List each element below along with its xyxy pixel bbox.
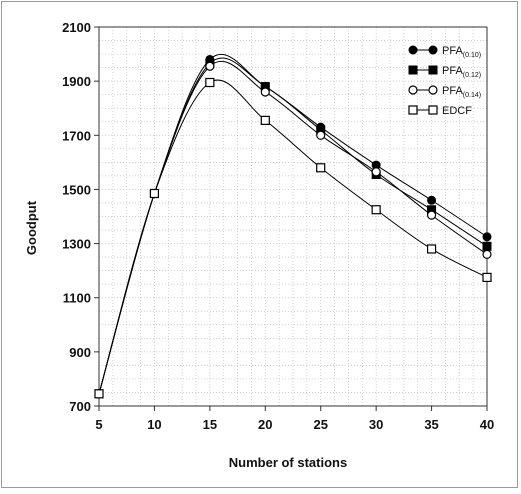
- legend-item-4: EDCF: [408, 105, 472, 117]
- legend-subscript: (0.14): [463, 92, 481, 99]
- legend-item-3: PFA(0.14): [408, 85, 481, 99]
- x-axis-label: Number of stations: [229, 455, 347, 470]
- data-point: [482, 249, 492, 259]
- legend-label: PFA(0.10): [442, 45, 481, 59]
- legend-subscript: (0.12): [463, 72, 481, 79]
- axes: 700 900 1100 1300 1500 1700 1900 2100 5 10 15 20 25 3…: [62, 20, 494, 432]
- y-axis-label: Goodput: [24, 200, 39, 255]
- x-tick-label: 15: [203, 417, 217, 432]
- data-point: [482, 241, 492, 251]
- legend-marker: [408, 65, 418, 75]
- data-point: [482, 272, 492, 283]
- x-tick-label: 5: [95, 417, 102, 432]
- plot-area-border: [98, 26, 488, 407]
- y-tick-label: 700: [69, 399, 91, 414]
- x-tick-label: 35: [424, 417, 438, 432]
- series-layer: [94, 53, 492, 399]
- legend-label: EDCF: [442, 105, 472, 117]
- data-point: [371, 205, 381, 215]
- legend-marker: [408, 85, 418, 95]
- data-point: [316, 130, 326, 140]
- data-point: [482, 232, 492, 242]
- y-tick-label: 2100: [62, 20, 91, 35]
- x-tick-label: 30: [369, 417, 383, 432]
- y-tick-label: 1900: [62, 74, 91, 89]
- data-point: [205, 61, 215, 71]
- chart-frame: 700 900 1100 1300 1500 1700 1900 2100 5 10 15 20 25 3…: [1, 1, 518, 488]
- legend-subscript: (0.10): [463, 52, 481, 59]
- data-point: [426, 244, 437, 254]
- y-tick-label: 1300: [62, 237, 91, 252]
- y-tick-label: 1700: [62, 128, 91, 143]
- legend-item-1: PFA(0.10): [408, 45, 481, 59]
- series-line: [98, 79, 488, 394]
- legend-marker: [428, 105, 438, 115]
- y-tick-label: 1100: [63, 291, 91, 306]
- data-point: [371, 167, 381, 177]
- legend-marker: [408, 45, 418, 55]
- y-tick-label: 900: [69, 345, 91, 360]
- x-tick-label: 25: [313, 417, 327, 432]
- data-point: [149, 188, 160, 199]
- data-point: [205, 77, 215, 88]
- series-4: [94, 77, 492, 399]
- legend-marker: [428, 45, 438, 55]
- goodput-chart: 700 900 1100 1300 1500 1700 1900 2100 5 10 15 20 25 3…: [24, 20, 494, 470]
- legend-label: PFA(0.12): [442, 65, 481, 79]
- legend-label: PFA(0.14): [442, 85, 481, 99]
- legend-marker: [408, 105, 418, 115]
- x-tick-label: 10: [147, 417, 161, 432]
- data-point: [260, 87, 270, 97]
- data-point: [426, 210, 437, 220]
- data-point: [260, 115, 270, 125]
- y-tick-label: 1500: [62, 182, 91, 197]
- legend-item-2: PFA(0.12): [408, 65, 481, 79]
- series-3: [94, 60, 492, 399]
- legend-marker: [428, 85, 438, 95]
- x-tick-label: 40: [480, 417, 494, 432]
- x-tick-label: 20: [258, 417, 272, 432]
- data-point: [427, 195, 437, 205]
- data-point: [316, 163, 326, 173]
- data-point: [94, 389, 104, 399]
- legend-marker: [428, 65, 438, 75]
- legend: PFA(0.10) PFA(0.12) PFA(0.14) EDCF: [408, 45, 481, 117]
